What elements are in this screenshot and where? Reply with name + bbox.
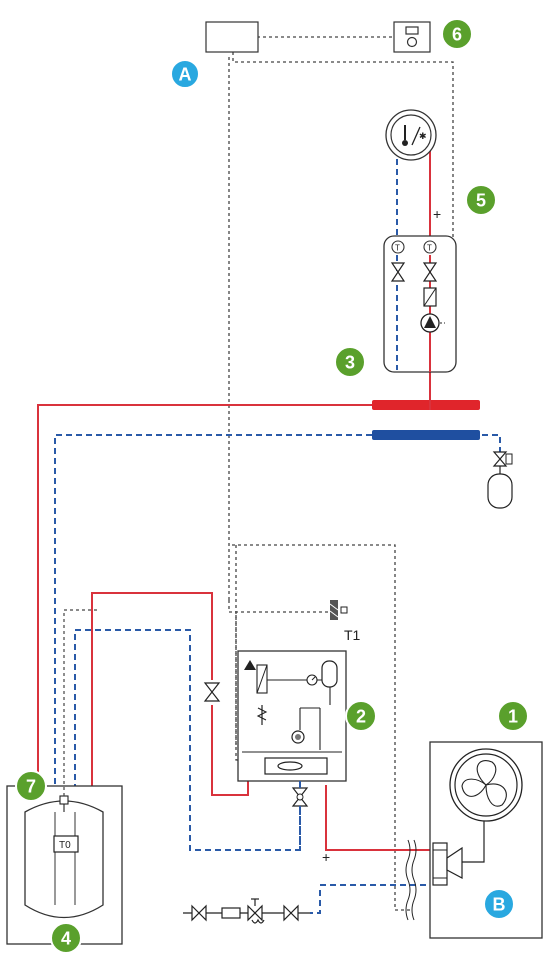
compressor-icon (432, 842, 463, 886)
t0-label: T0 (59, 840, 71, 851)
supply-manifold (372, 400, 480, 410)
badge-1: 1 (497, 700, 529, 732)
hot-water-tank: T0 (6, 785, 123, 945)
room-sensor-icon (393, 21, 431, 53)
svg-text:6: 6 (452, 25, 462, 45)
svg-text:A: A (179, 65, 192, 85)
hydraulic-module (237, 650, 347, 782)
pump-icon (420, 313, 440, 333)
supply-lines (37, 150, 431, 851)
manifold (372, 400, 480, 440)
t1-label: T1 (344, 627, 361, 643)
plus-label-bottom: + (322, 849, 330, 865)
badge-a: A (170, 59, 200, 89)
outdoor-heat-pump-unit (429, 741, 543, 939)
badge-7: 7 (15, 770, 47, 802)
svg-text:T: T (427, 244, 432, 253)
temperature-sensor-icon: T T (391, 240, 437, 254)
badge-b: B (483, 888, 515, 920)
return-manifold (372, 430, 480, 440)
pipe-break-marks (405, 839, 417, 921)
pressure-gauge-icon (306, 674, 318, 686)
svg-text:✱: ✱ (419, 131, 427, 141)
svg-text:T: T (395, 244, 400, 253)
water-inlet-assembly (183, 898, 310, 924)
badge-5: 5 (465, 184, 497, 216)
pump-icon (291, 730, 305, 744)
svg-text:3: 3 (345, 353, 355, 373)
svg-text:B: B (493, 895, 506, 915)
controller-icon (205, 21, 259, 53)
valve-icon (390, 262, 438, 282)
badge-4: 4 (50, 922, 82, 954)
valve-icon (291, 787, 309, 807)
svg-text:7: 7 (26, 777, 36, 797)
badge-3: 3 (334, 346, 366, 378)
valve-icon (203, 682, 221, 702)
svg-text:2: 2 (356, 707, 366, 727)
fan-coil-unit: T T (383, 235, 457, 373)
expansion-vessel-icon (487, 451, 513, 509)
temperature-sensor-t1 (329, 600, 348, 620)
svg-text:5: 5 (476, 191, 486, 211)
svg-text:4: 4 (61, 929, 71, 949)
thermostat-icon: ✱ (385, 109, 437, 161)
fan-icon (449, 748, 523, 822)
plus-label-top: + (433, 206, 441, 222)
svg-text:1: 1 (508, 707, 518, 727)
badge-6: 6 (441, 18, 473, 50)
badge-2: 2 (345, 700, 377, 732)
